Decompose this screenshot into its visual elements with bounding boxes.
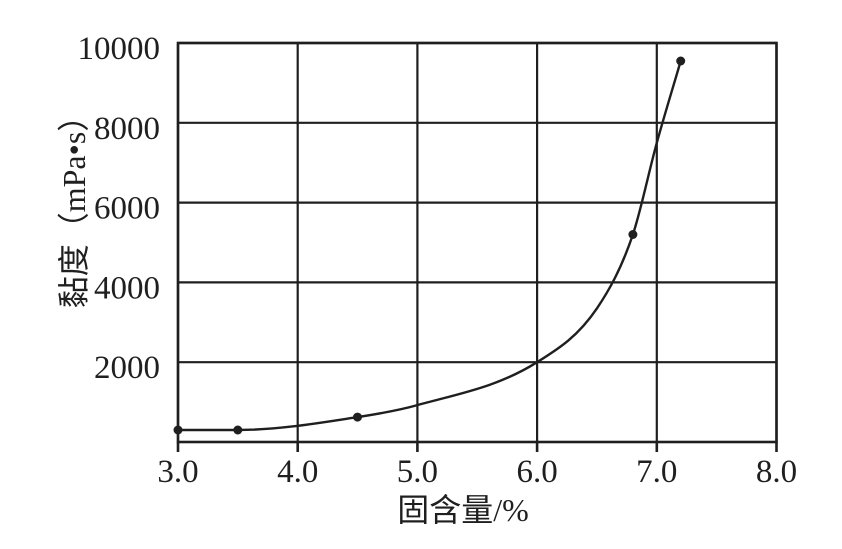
x-axis-ticks bbox=[176, 442, 778, 452]
plot-border bbox=[176, 41, 778, 444]
x-axis-title: 固含量/% bbox=[397, 492, 529, 528]
data-point bbox=[353, 412, 362, 422]
y-tick-label: 8000 bbox=[94, 111, 160, 147]
y-tick-label: 10000 bbox=[78, 31, 161, 67]
x-tick-label: 4.0 bbox=[277, 454, 318, 490]
data-point bbox=[676, 56, 686, 66]
x-tick-label: 5.0 bbox=[397, 454, 438, 490]
y-tick-label: 4000 bbox=[94, 270, 160, 306]
y-tick-label: 2000 bbox=[94, 350, 160, 386]
y-axis-title: 黏度（mPa•s） bbox=[56, 99, 92, 309]
data-point bbox=[628, 230, 638, 239]
x-tick-label: 8.0 bbox=[756, 454, 797, 490]
series-curve bbox=[176, 59, 682, 432]
data-point bbox=[173, 425, 183, 435]
series-markers bbox=[173, 56, 686, 435]
data-point bbox=[233, 425, 243, 435]
gridlines bbox=[176, 41, 778, 442]
x-tick-label: 7.0 bbox=[636, 454, 677, 490]
x-tick-label: 3.0 bbox=[157, 454, 198, 490]
x-tick-label: 6.0 bbox=[516, 454, 557, 490]
tick-labels: 2000 4000 6000 8000 10000 3.0 4.0 5.0 6.0 7.0 8.0 bbox=[78, 31, 798, 490]
y-tick-label: 6000 bbox=[94, 191, 160, 227]
